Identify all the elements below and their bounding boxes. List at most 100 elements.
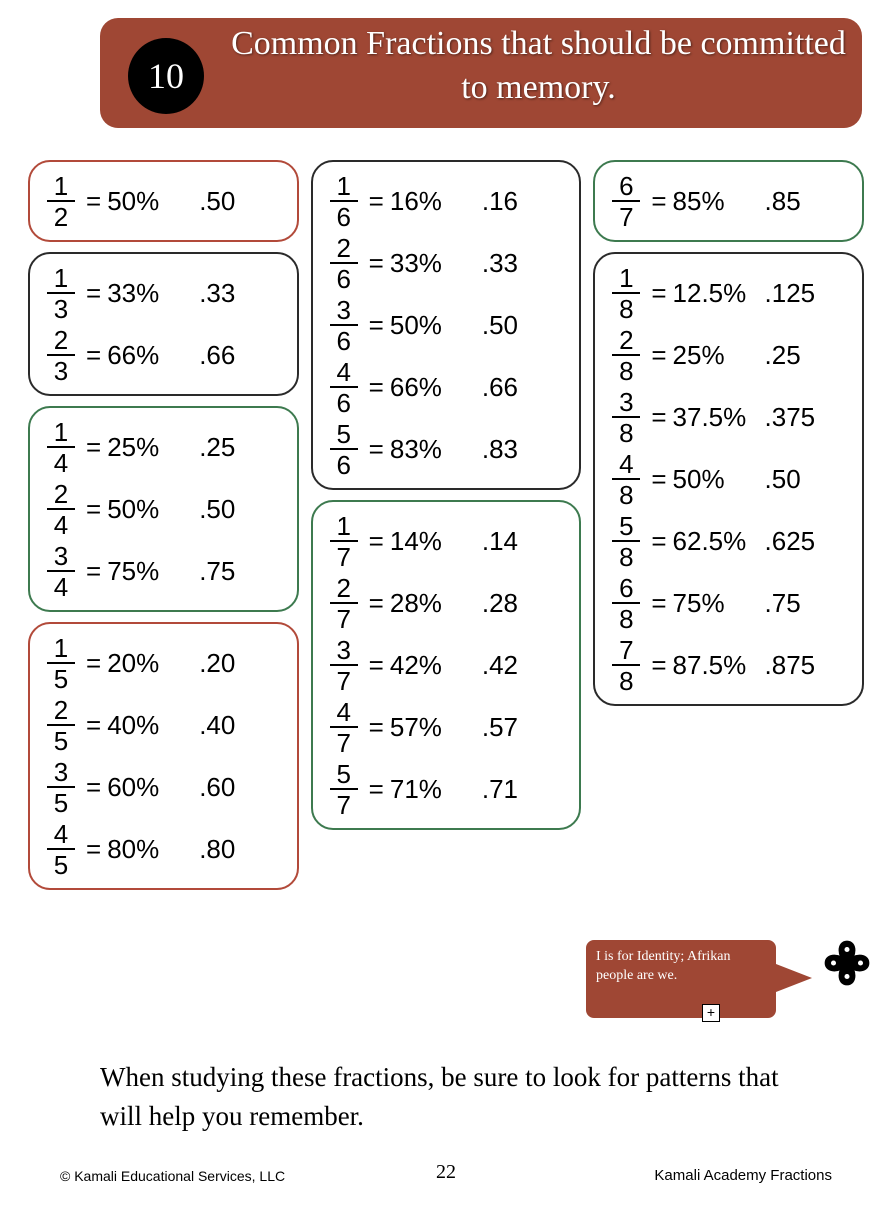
fraction-row: 36=50%.50 — [327, 294, 570, 356]
decimal-value: .71 — [482, 774, 518, 805]
study-tip: When studying these fractions, be sure t… — [100, 1058, 812, 1136]
decimal-value: .875 — [765, 650, 816, 681]
fraction: 28 — [609, 327, 643, 384]
equals: = — [369, 588, 384, 619]
percent-value: 12.5% — [673, 278, 757, 309]
equals: = — [651, 402, 666, 433]
fraction-row: 37 =42% .42 — [327, 634, 570, 696]
fraction: 46 — [327, 359, 361, 416]
decimal-value: .625 — [765, 526, 816, 557]
decimal-value: .33 — [199, 278, 235, 309]
plus-icon: + — [702, 1004, 720, 1022]
equals: = — [86, 648, 101, 679]
fraction: 37 — [327, 637, 361, 694]
fraction: 16 — [327, 173, 361, 230]
fraction: 36 — [327, 297, 361, 354]
fraction-row: 17 =14% .14 — [327, 510, 570, 572]
equals: = — [86, 340, 101, 371]
decimal-value: .50 — [199, 186, 235, 217]
decimal-value: .75 — [765, 588, 801, 619]
decimal-value: .40 — [199, 710, 235, 741]
percent-value: 28% — [390, 588, 474, 619]
fraction: 38 — [609, 389, 643, 446]
fraction-row: 26=33%.33 — [327, 232, 570, 294]
percent-value: 71% — [390, 774, 474, 805]
fraction-row: 46=66%.66 — [327, 356, 570, 418]
fraction-group: 15=20%.2025=40%.4035=60%.6045=80%.80 — [28, 622, 299, 890]
equals: = — [86, 556, 101, 587]
equals: = — [651, 650, 666, 681]
fraction: 17 — [327, 513, 361, 570]
decimal-value: .66 — [199, 340, 235, 371]
fraction-row: 48=50%.50 — [609, 448, 852, 510]
percent-value: 25% — [107, 432, 191, 463]
fraction-row: 78=87.5%.875 — [609, 634, 852, 696]
percent-value: 50% — [107, 494, 191, 525]
fraction: 78 — [609, 637, 643, 694]
decimal-value: .42 — [482, 650, 518, 681]
adinkra-icon — [820, 936, 874, 990]
percent-value: 85% — [673, 186, 757, 217]
decimal-value: .25 — [199, 432, 235, 463]
identity-callout: I is for Identity; Afrikan people are we… — [586, 940, 776, 1018]
fraction-row: 45 =80% .80 — [44, 818, 287, 880]
equals: = — [86, 186, 101, 217]
fraction-group: 17=14%.1427=28%.2837=42%.4247=57%.5757=7… — [311, 500, 582, 830]
decimal-value: .14 — [482, 526, 518, 557]
fraction-row: 15=20%.20 — [44, 632, 287, 694]
equals: = — [86, 834, 101, 865]
decimal-value: .83 — [482, 434, 518, 465]
equals: = — [369, 310, 384, 341]
percent-value: 60% — [107, 772, 191, 803]
fraction-row: 23=66%.66 — [44, 324, 287, 386]
equals: = — [369, 712, 384, 743]
fraction: 57 — [327, 761, 361, 818]
equals: = — [651, 464, 666, 495]
percent-value: 25% — [673, 340, 757, 371]
fraction-row: 25=40%.40 — [44, 694, 287, 756]
decimal-value: .57 — [482, 712, 518, 743]
decimal-value: .50 — [765, 464, 801, 495]
fraction: 12 — [44, 173, 78, 230]
percent-value: 40% — [107, 710, 191, 741]
decimal-value: .375 — [765, 402, 816, 433]
decimal-value: .125 — [765, 278, 816, 309]
fraction-group: 16=16%.1626=33%.3336=50%.5046=66%.6656=8… — [311, 160, 582, 490]
equals: = — [86, 494, 101, 525]
fraction-row: 28=25%.25 — [609, 324, 852, 386]
fraction: 47 — [327, 699, 361, 756]
percent-value: 50% — [107, 186, 191, 217]
decimal-value: .85 — [765, 186, 801, 217]
equals: = — [86, 278, 101, 309]
percent-value: 33% — [107, 278, 191, 309]
page-title: Common Fractions that should be committe… — [225, 22, 852, 110]
equals: = — [369, 526, 384, 557]
equals: = — [651, 340, 666, 371]
fraction-row: 12 =50% .50 — [44, 170, 287, 232]
fraction: 23 — [44, 327, 78, 384]
fraction: 26 — [327, 235, 361, 292]
percent-value: 14% — [390, 526, 474, 557]
percent-value: 66% — [390, 372, 474, 403]
equals: = — [86, 710, 101, 741]
percent-value: 80% — [107, 834, 191, 865]
percent-value: 75% — [673, 588, 757, 619]
decimal-value: .16 — [482, 186, 518, 217]
decimal-value: .20 — [199, 648, 235, 679]
percent-value: 20% — [107, 648, 191, 679]
percent-value: 42% — [390, 650, 474, 681]
percent-value: 62.5% — [673, 526, 757, 557]
equals: = — [86, 432, 101, 463]
decimal-value: .80 — [199, 834, 235, 865]
fraction-row: 47=57%.57 — [327, 696, 570, 758]
fraction-group: 13=33%.3323=66%.66 — [28, 252, 299, 396]
equals: = — [651, 278, 666, 309]
fraction: 45 — [44, 821, 78, 878]
equals: = — [369, 650, 384, 681]
equals: = — [369, 186, 384, 217]
decimal-value: .75 — [199, 556, 235, 587]
fraction-row: 24=50%.50 — [44, 478, 287, 540]
equals: = — [369, 774, 384, 805]
percent-value: 50% — [390, 310, 474, 341]
fraction-grid: 12=50%.5013=33%.3323=66%.6614=25%.2524=5… — [28, 160, 864, 890]
